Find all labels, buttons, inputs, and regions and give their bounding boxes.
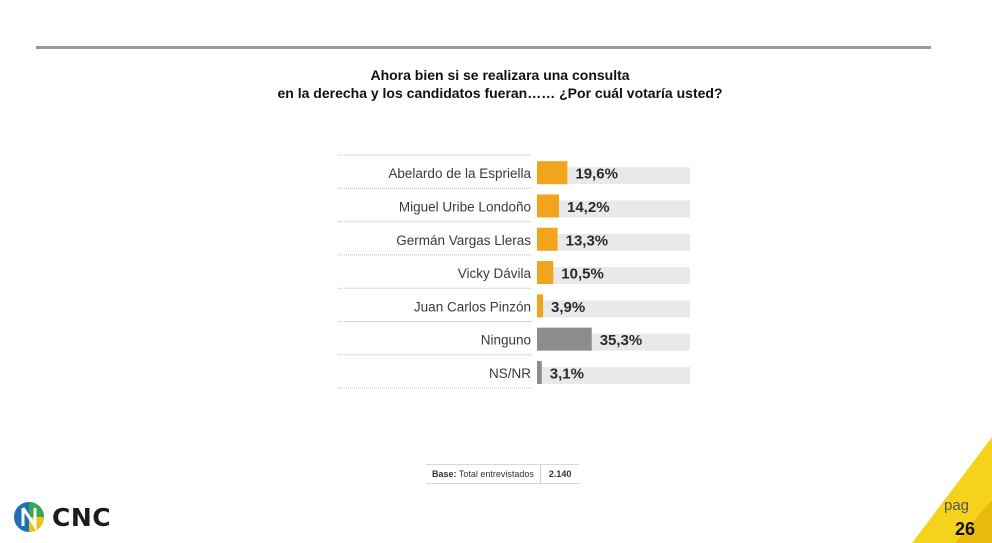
title-line-2: en la derecha y los candidatos fueran…… … [277, 85, 723, 101]
category-label: NS/NR [489, 366, 531, 381]
data-label: 35,3% [600, 332, 643, 349]
data-label: 13,3% [566, 232, 609, 249]
base-description: Total entrevistados [458, 469, 534, 479]
base-label-cell: Base: Total entrevistados [426, 465, 541, 483]
cnc-logo: CNC [12, 500, 111, 534]
bar-1 [537, 161, 568, 185]
data-label: 3,1% [550, 365, 584, 382]
category-label: Germán Vargas Lleras [396, 233, 531, 248]
bar-7 [537, 360, 542, 384]
page-number: 26 [955, 519, 976, 539]
bar-3 [537, 227, 558, 251]
logo-text: CNC [52, 502, 112, 532]
bar-track [537, 233, 690, 251]
bar-6 [537, 327, 592, 351]
base-value: 2.140 [548, 469, 572, 479]
cnc-logo-icon [14, 502, 44, 532]
page-label: pag [944, 497, 970, 514]
category-label: Juan Carlos Pinzón [414, 299, 531, 314]
base-label: Base: [432, 469, 457, 479]
data-label: 14,2% [567, 199, 610, 216]
bar-track [537, 300, 690, 318]
bar-2 [537, 194, 560, 218]
title-line-1: Ahora bien si se realizara una consulta [370, 67, 630, 83]
category-label: Vicky Dávila [458, 266, 532, 281]
bar-track [537, 366, 690, 384]
bar-track [537, 267, 690, 285]
data-label: 19,6% [575, 166, 618, 183]
chart-title: Ahora bien si se realizara una consulta … [200, 66, 800, 102]
bar-track [537, 200, 690, 218]
top-divider [36, 46, 931, 49]
bar-5 [537, 294, 544, 318]
data-label: 10,5% [561, 266, 604, 283]
data-label: 3,9% [551, 299, 585, 316]
bar-track [537, 167, 690, 185]
bar-4 [537, 261, 554, 285]
base-table: Base: Total entrevistados 2.140 [426, 464, 580, 484]
category-label: Abelardo de la Espriella [388, 166, 531, 181]
category-label: Ninguno [481, 333, 531, 348]
category-label: Miguel Uribe Londoño [399, 199, 531, 214]
